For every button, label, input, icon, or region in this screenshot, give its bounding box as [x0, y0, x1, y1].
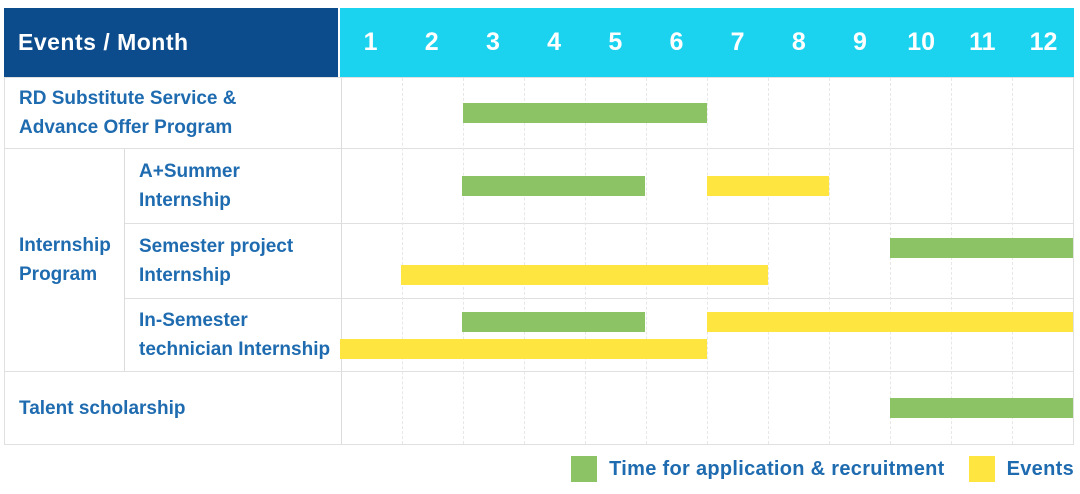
legend-item-recruitment: Time for application & recruitment: [571, 456, 944, 482]
gantt-bar-recruitment: [462, 176, 646, 196]
legend-label: Events: [1006, 457, 1074, 480]
legend-label: Time for application & recruitment: [609, 457, 945, 480]
month-label-7: 7: [730, 28, 745, 56]
legend-item-events: Events: [968, 456, 1074, 482]
month-label-10: 10: [907, 28, 936, 56]
month-header-row: 1 2 3 4 5 6 7 8 9 10 11 12: [340, 8, 1074, 77]
bar-line: [341, 398, 1073, 418]
row-talent-scholarship: Talent scholarship: [5, 371, 1073, 444]
internship-program-group: Internship Program A+Summer Internship S…: [5, 148, 1073, 371]
month-label-6: 6: [669, 28, 684, 56]
row-rd-substitute: RD Substitute Service & Advance Offer Pr…: [5, 78, 1073, 148]
month-label-9: 9: [853, 28, 867, 56]
month-label-5: 5: [608, 28, 623, 56]
table-header: Events / Month 1 2 3 4 5 6 7 8 9 10 11 12: [4, 8, 1074, 77]
month-label-3: 3: [485, 28, 500, 56]
row-bars: [340, 149, 1073, 223]
month-label-11: 11: [969, 28, 996, 56]
gantt-bar-recruitment: [889, 237, 1073, 258]
row-bars: [340, 224, 1073, 298]
gantt-bar-recruitment: [462, 311, 646, 332]
month-label-1: 1: [363, 28, 378, 56]
month-label-12: 12: [1029, 28, 1058, 56]
row-label: Semester project Internship: [139, 236, 294, 286]
gantt-bar-event: [401, 264, 768, 285]
month-label-8: 8: [791, 28, 806, 56]
gantt-bar-event: [340, 338, 707, 359]
month-label-2: 2: [424, 28, 439, 56]
gantt-bar-event: [706, 311, 1073, 332]
bar-line: [340, 311, 1073, 332]
events-swatch-icon: [968, 456, 995, 482]
row-bars: [341, 78, 1073, 148]
row-label: In-Semester technician Internship: [139, 310, 331, 360]
row-in-semester-technician-internship: In-Semester technician Internship: [125, 298, 1073, 371]
month-label-4: 4: [547, 28, 562, 56]
group-rows: A+Summer Internship Semester project Int…: [125, 149, 1073, 371]
row-semester-project-internship: Semester project Internship: [125, 223, 1073, 298]
gantt-bar-recruitment: [463, 103, 707, 123]
bar-line: [340, 176, 1073, 196]
row-bars: [340, 299, 1073, 371]
events-month-table: Events / Month 1 2 3 4 5 6 7 8 9 10 11 12 RD Substi…: [4, 8, 1074, 445]
recruitment-swatch-icon: [571, 456, 598, 482]
gantt-bar-event: [706, 176, 829, 196]
bar-line: [340, 264, 1073, 285]
corner-header: Events / Month: [4, 8, 338, 77]
row-bars: [341, 372, 1073, 444]
bar-line: [340, 338, 1073, 359]
table-body: RD Substitute Service & Advance Offer Pr…: [4, 77, 1074, 445]
bar-line: [340, 237, 1073, 258]
row-a-summer-internship: A+Summer Internship: [125, 149, 1073, 223]
row-label: RD Substitute Service & Advance Offer Pr…: [19, 88, 237, 138]
legend: Time for application & recruitment Event…: [571, 456, 1074, 482]
row-label: A+Summer Internship: [139, 161, 240, 211]
row-label: Talent scholarship: [19, 397, 186, 419]
bar-line: [341, 103, 1073, 123]
group-label: Internship Program: [5, 149, 125, 371]
gantt-bar-recruitment: [890, 398, 1073, 418]
